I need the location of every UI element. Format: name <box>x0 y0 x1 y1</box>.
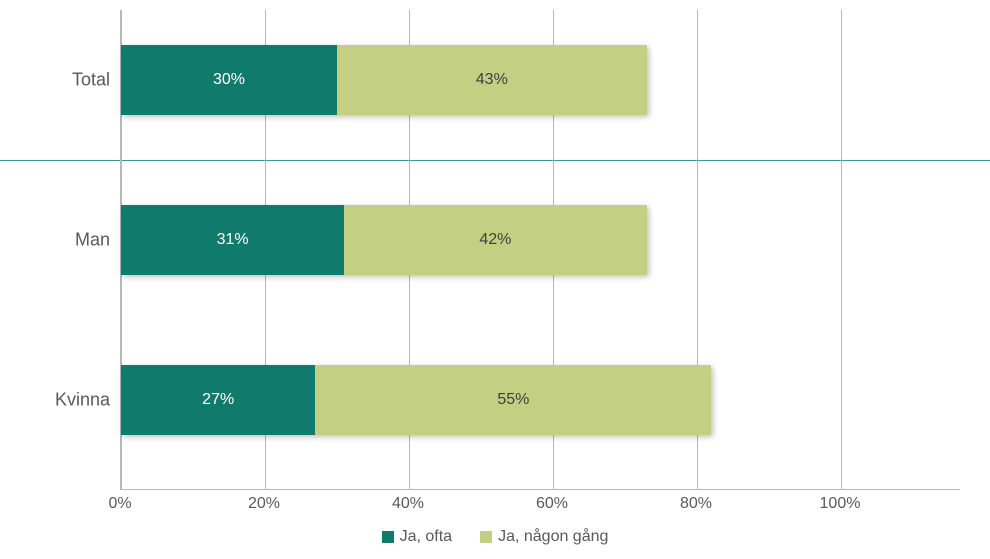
plot-area: 30%43% 31%42% 27%55% <box>120 10 960 490</box>
bar-segment-ja_ofta: 27% <box>121 365 315 435</box>
legend-label: Ja, ofta <box>400 528 452 546</box>
bar-segment-ja_ofta: 30% <box>121 45 337 115</box>
legend-swatch <box>480 531 492 543</box>
category-label: Man <box>10 230 110 251</box>
bar-row: 31%42% <box>121 205 647 275</box>
bar-row: 27%55% <box>121 365 711 435</box>
stacked-bar-chart: 30%43% 31%42% 27%55% Total Man Kvinna 0% 20% 4… <box>0 0 990 559</box>
x-tick-label: 20% <box>234 495 294 513</box>
legend-item: Ja, ofta <box>382 528 452 546</box>
x-tick-label: 60% <box>522 495 582 513</box>
x-tick-label: 40% <box>378 495 438 513</box>
x-tick-label: 0% <box>90 495 150 513</box>
category-label: Kvinna <box>10 390 110 411</box>
bar-segment-ja_nagon_gang: 55% <box>315 365 711 435</box>
gridline <box>841 10 842 489</box>
bar-segment-ja_ofta: 31% <box>121 205 344 275</box>
bar-segment-ja_nagon_gang: 43% <box>337 45 647 115</box>
bar-row: 30%43% <box>121 45 647 115</box>
x-tick-label: 80% <box>666 495 726 513</box>
legend-swatch <box>382 531 394 543</box>
bar-segment-ja_nagon_gang: 42% <box>344 205 646 275</box>
category-label: Total <box>10 70 110 91</box>
legend-item: Ja, någon gång <box>480 528 608 546</box>
x-tick-label: 100% <box>810 495 870 513</box>
legend-label: Ja, någon gång <box>498 528 608 546</box>
legend: Ja, ofta Ja, någon gång <box>0 528 990 548</box>
